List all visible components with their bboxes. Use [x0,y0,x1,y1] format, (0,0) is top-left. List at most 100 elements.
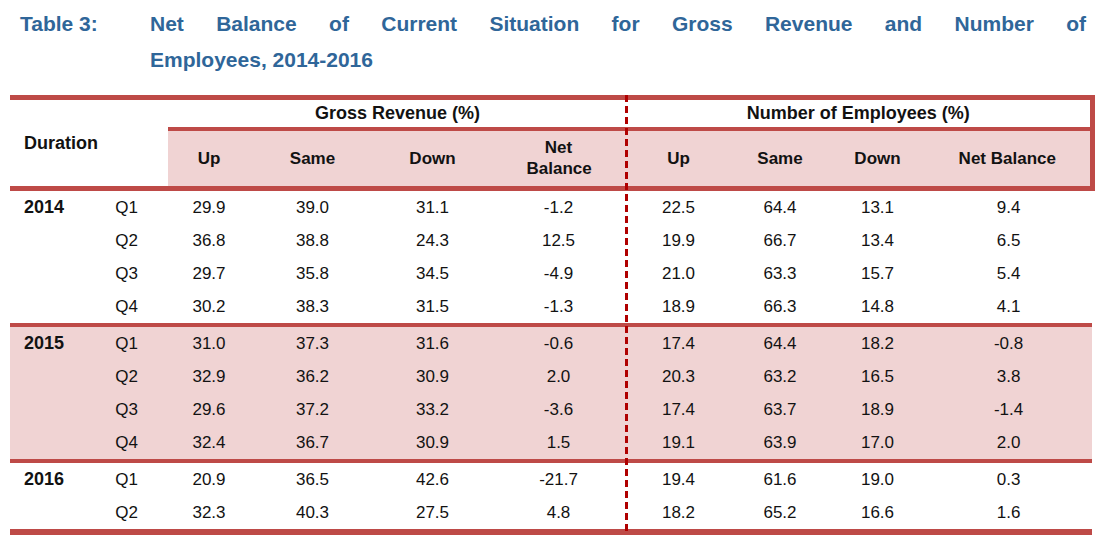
gr-down-cell: 31.5 [375,290,490,325]
emp-same-cell: 66.7 [730,224,830,257]
quarter-cell: Q3 [85,393,168,426]
quarter-cell: Q2 [85,496,168,532]
emp-down-cell: 19.0 [830,461,925,496]
quarter-cell: Q4 [85,426,168,461]
table-row-2014-q3: Q3 29.7 35.8 34.5 -4.9 21.0 63.3 15.7 5.… [10,257,1092,290]
emp-up-header: Up [627,129,730,189]
gr-down-cell: 31.1 [375,189,490,225]
section-divider-dotted-line [625,95,628,535]
gr-same-cell: 37.3 [250,325,375,360]
gr-net-balance-header-text: Net Balance [527,137,591,180]
quarter-cell: Q2 [85,224,168,257]
emp-down-cell: 14.8 [830,290,925,325]
gr-same-header: Same [250,129,375,189]
gr-up-cell: 31.0 [168,325,250,360]
gr-up-cell: 32.4 [168,426,250,461]
quarter-cell: Q3 [85,257,168,290]
emp-up-cell: 22.5 [627,189,730,225]
year-cell: 2016 [10,461,85,496]
table-row-2015-q3: Q3 29.6 37.2 33.2 -3.6 17.4 63.7 18.9 -1… [10,393,1092,426]
emp-net-cell: 1.6 [925,496,1092,532]
gr-down-cell: 31.6 [375,325,490,360]
gr-net-cell: 4.8 [490,496,627,532]
gr-up-cell: 32.3 [168,496,250,532]
gr-same-cell: 38.8 [250,224,375,257]
gr-net-cell: -21.7 [490,461,627,496]
gr-net-cell: -3.6 [490,393,627,426]
emp-same-cell: 63.7 [730,393,830,426]
emp-down-cell: 16.6 [830,496,925,532]
table-caption-text: Net Balance of Current Situation for Gro… [150,6,1086,78]
emp-net-cell: 5.4 [925,257,1092,290]
emp-up-cell: 17.4 [627,393,730,426]
emp-up-cell: 21.0 [627,257,730,290]
emp-net-cell: 3.8 [925,360,1092,393]
gr-up-header: Up [168,129,250,189]
gr-net-balance-header: Net Balance [490,129,627,189]
table-row-2014-q2: Q2 36.8 38.8 24.3 12.5 19.9 66.7 13.4 6.… [10,224,1092,257]
gr-up-cell: 29.9 [168,189,250,225]
emp-same-cell: 64.4 [730,189,830,225]
emp-same-cell: 65.2 [730,496,830,532]
emp-down-cell: 13.4 [830,224,925,257]
header-group-row: Duration Gross Revenue (%) Number of Emp… [10,98,1092,129]
gr-down-cell: 30.9 [375,360,490,393]
duration-header: Duration [10,98,168,189]
emp-net-cell: 6.5 [925,224,1092,257]
gr-up-cell: 29.6 [168,393,250,426]
year-cell [10,290,85,325]
quarter-cell: Q2 [85,360,168,393]
emp-up-cell: 19.4 [627,461,730,496]
table-caption-line1: Net Balance of Current Situation for Gro… [150,6,1086,42]
table-row-2016-q2: Q2 32.3 40.3 27.5 4.8 18.2 65.2 16.6 1.6 [10,496,1092,532]
gr-down-header: Down [375,129,490,189]
quarter-cell: Q1 [85,325,168,360]
emp-same-cell: 63.9 [730,426,830,461]
emp-down-cell: 18.9 [830,393,925,426]
gr-up-cell: 32.9 [168,360,250,393]
emp-net-cell: 9.4 [925,189,1092,225]
emp-down-cell: 15.7 [830,257,925,290]
emp-down-cell: 18.2 [830,325,925,360]
gr-net-cell: -4.9 [490,257,627,290]
table-row-2015-q2: Q2 32.9 36.2 30.9 2.0 20.3 63.2 16.5 3.8 [10,360,1092,393]
emp-same-cell: 66.3 [730,290,830,325]
table-row-2015-q4: Q4 32.4 36.7 30.9 1.5 19.1 63.9 17.0 2.0 [10,426,1092,461]
employees-group-header: Number of Employees (%) [627,98,1092,129]
gr-net-cell: 12.5 [490,224,627,257]
emp-same-cell: 63.3 [730,257,830,290]
year-cell [10,360,85,393]
gr-same-cell: 36.2 [250,360,375,393]
emp-same-header: Same [730,129,830,189]
emp-up-cell: 19.1 [627,426,730,461]
gr-same-cell: 35.8 [250,257,375,290]
gr-down-cell: 24.3 [375,224,490,257]
emp-net-cell: 2.0 [925,426,1092,461]
table-row-2015-q1: 2015 Q1 31.0 37.3 31.6 -0.6 17.4 64.4 18… [10,325,1092,360]
gr-net-cell: -1.3 [490,290,627,325]
emp-up-cell: 17.4 [627,325,730,360]
emp-down-cell: 13.1 [830,189,925,225]
emp-down-cell: 16.5 [830,360,925,393]
gr-up-cell: 29.7 [168,257,250,290]
table-caption: Table 3: Net Balance of Current Situatio… [20,6,1086,78]
quarter-cell: Q1 [85,461,168,496]
gr-net-cell: 2.0 [490,360,627,393]
table-row-2014-q4: Q4 30.2 38.3 31.5 -1.3 18.9 66.3 14.8 4.… [10,290,1092,325]
year-cell [10,224,85,257]
year-cell: 2014 [10,189,85,225]
data-table-wrapper: Duration Gross Revenue (%) Number of Emp… [10,95,1092,535]
gr-same-cell: 36.7 [250,426,375,461]
year-cell [10,426,85,461]
table-row-2014-q1: 2014 Q1 29.9 39.0 31.1 -1.2 22.5 64.4 13… [10,189,1092,225]
quarter-cell: Q1 [85,189,168,225]
year-cell [10,257,85,290]
gr-net-cell: -1.2 [490,189,627,225]
gross-revenue-group-header: Gross Revenue (%) [168,98,627,129]
gr-down-cell: 30.9 [375,426,490,461]
gr-same-cell: 36.5 [250,461,375,496]
emp-down-header: Down [830,129,925,189]
gr-up-cell: 30.2 [168,290,250,325]
emp-up-cell: 18.9 [627,290,730,325]
gr-down-cell: 33.2 [375,393,490,426]
